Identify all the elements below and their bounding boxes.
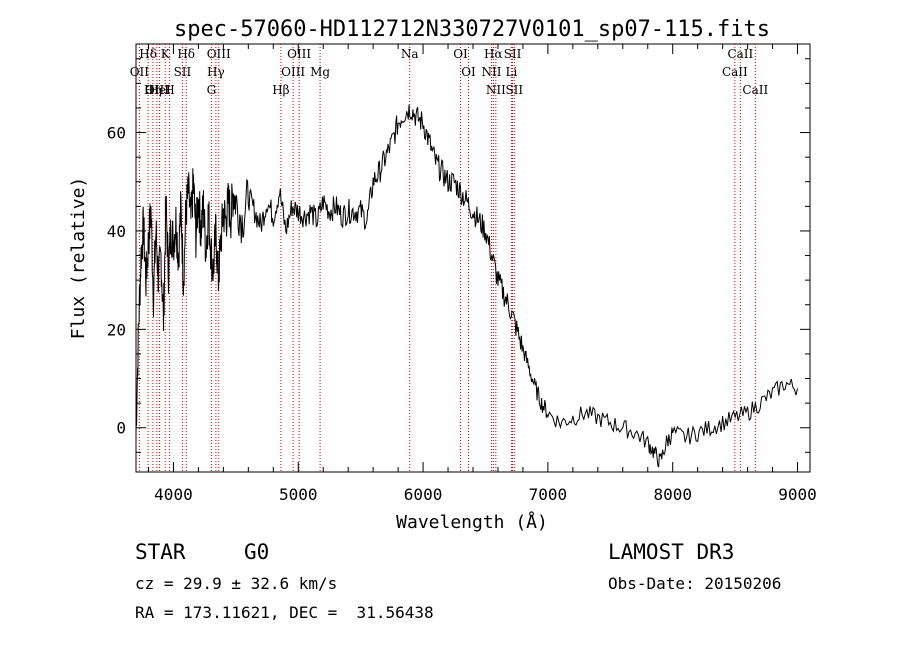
spectral-line-labels: HδOIIOIIIKHeIHηHδSIIHOIIIHγGOIIIOIIIHβMg… xyxy=(130,47,769,97)
spectral-line-label: SII xyxy=(504,47,522,61)
chart-title: spec-57060-HD112712N330727V0101_sp07-115… xyxy=(174,17,770,42)
plot-frame xyxy=(135,43,811,473)
spectral-line-label: OIII xyxy=(145,83,169,97)
spectral-line-label: NII xyxy=(481,65,501,79)
ra-dec: RA = 173.11621, DEC = 31.56438 xyxy=(135,603,434,622)
spectral-line-label: K xyxy=(161,47,171,61)
y-tick-label: 40 xyxy=(107,222,126,241)
spectral-line-label: Hα xyxy=(484,47,503,61)
spectral-line-label: Li xyxy=(506,65,518,79)
survey-name: LAMOST DR3 xyxy=(608,540,735,564)
redshift-velocity: cz = 29.9 ± 32.6 km/s xyxy=(135,574,338,593)
spectral-line-label: Hδ xyxy=(177,47,195,61)
spectral-line-label: NII xyxy=(486,83,506,97)
spectral-line-label: OI xyxy=(461,65,476,79)
y-tick-label: 0 xyxy=(116,419,126,438)
spectral-line-label: Na xyxy=(401,47,419,61)
spectral-line-label: OIII xyxy=(281,65,305,79)
spectral-line-label: CaII xyxy=(722,65,748,79)
spectral-line-label: G xyxy=(207,83,217,97)
x-tick-label: 9000 xyxy=(778,485,817,504)
y-tick-label: 60 xyxy=(107,124,126,143)
observation-date: Obs-Date: 20150206 xyxy=(608,574,782,593)
x-tick-label: 8000 xyxy=(653,485,692,504)
spectral-line-label: HeI xyxy=(148,83,171,97)
object-class: STAR xyxy=(135,540,186,564)
spectral-line-label: H xyxy=(164,83,174,97)
spectral-line-label: OI xyxy=(453,47,468,61)
spectral-line-label: Hγ xyxy=(207,65,225,79)
x-tick-label: 5000 xyxy=(279,485,318,504)
spectral-line-label: OIII xyxy=(287,47,311,61)
spectral-line-label: CaII xyxy=(727,47,753,61)
x-tick-label: 7000 xyxy=(529,485,568,504)
y-axis-label: Flux (relative) xyxy=(68,177,89,340)
spectral-line-label: Hδ xyxy=(139,47,157,61)
spectral-line-label: Mg xyxy=(310,65,330,79)
spectral-line-label: Hη xyxy=(144,83,162,97)
x-axis-label: Wavelength (Å) xyxy=(396,511,548,533)
x-tick-label: 6000 xyxy=(404,485,443,504)
spectral-line-label: CaII xyxy=(742,83,768,97)
spectral-line-label: OII xyxy=(130,65,150,79)
spectrum-series-line xyxy=(135,104,798,468)
spectral-line-markers xyxy=(138,44,756,472)
y-axis-ticks: 0 20 40 60 xyxy=(107,58,810,453)
x-axis-ticks: 4000 5000 6000 7000 8000 9000 xyxy=(147,44,817,504)
spectral-line-label: Hβ xyxy=(272,83,289,97)
x-tick-label: 4000 xyxy=(154,485,193,504)
spectral-line-label: SII xyxy=(505,83,523,97)
object-subclass: G0 xyxy=(244,540,270,564)
y-tick-label: 20 xyxy=(107,320,126,339)
spectral-line-label: OIII xyxy=(207,47,231,61)
spectral-line-label: SII xyxy=(174,65,192,79)
